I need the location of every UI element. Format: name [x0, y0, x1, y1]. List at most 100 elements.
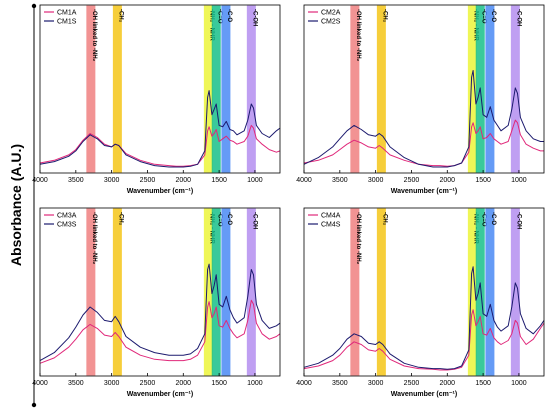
band-label-0: -OH linked to -NH₂	[355, 9, 361, 62]
panels: -OH linked to -NH₂ -CH₂ -NH₂ - NHR -C=O -C-O…	[32, 4, 545, 398]
legend: CM3A CM3S	[44, 213, 77, 229]
band-label-0: -OH linked to -NH₂	[91, 9, 97, 62]
legend-label-CM3S: CM3S	[57, 222, 77, 229]
band-label-4: -C-O	[490, 9, 496, 22]
band-label-2: -NH₂ - NHR	[209, 9, 215, 41]
x-tick-label: 4000	[296, 177, 312, 184]
band-3	[211, 208, 221, 376]
plot-frame	[39, 207, 281, 377]
x-tick-label: 2000	[175, 177, 191, 184]
x-tick-label: 1000	[247, 177, 263, 184]
series-line-CM1S	[39, 90, 281, 168]
x-tick-label: 1500	[211, 380, 227, 387]
x-tick-label: 2000	[439, 177, 455, 184]
x-tick-label: 2500	[404, 177, 420, 184]
band-label-2: -NH₂ - NHR	[209, 212, 215, 244]
band-0	[86, 208, 96, 376]
x-tick-label: 4000	[32, 177, 48, 184]
x-tick-label: 4000	[32, 380, 48, 387]
band-label-1: -CH₂	[118, 212, 124, 226]
band-4	[221, 5, 231, 173]
panel-top-left: -OH linked to -NH₂ -CH₂ -NH₂ - NHR -C=O -C-O…	[32, 4, 281, 195]
band-1	[376, 5, 386, 173]
band-0	[350, 5, 360, 173]
band-label-5: -C-OH	[516, 9, 522, 26]
band-label-1: -CH₂	[118, 9, 124, 23]
legend: CM1A CM1S	[44, 10, 77, 26]
panel-bottom-left: -OH linked to -NH₂ -CH₂ -NH₂ - NHR -C=O -C-O…	[32, 207, 281, 398]
band-label-5: -C-OH	[252, 212, 258, 229]
band-3	[475, 208, 485, 376]
x-tick-label: 1000	[511, 177, 527, 184]
x-tick-label: 2500	[140, 380, 156, 387]
x-tick-label: 2500	[140, 177, 156, 184]
x-tick-label: 3000	[368, 380, 384, 387]
x-tick-label: 3500	[68, 177, 84, 184]
plot-frame	[303, 207, 545, 377]
legend-label-CM4S: CM4S	[321, 222, 341, 229]
x-axis-label: Wavenumber (cm⁻¹)	[391, 188, 457, 195]
band-label-5: -C-OH	[252, 9, 258, 26]
series-line-CM4S	[303, 266, 545, 370]
band-5	[246, 208, 256, 376]
band-label-1: -CH₂	[382, 212, 388, 226]
series-line-CM3A	[39, 299, 281, 364]
band-0	[350, 208, 360, 376]
x-tick-label: 1500	[475, 177, 491, 184]
band-4	[485, 5, 495, 173]
series-line-CM4A	[303, 309, 545, 371]
series-line-CM1A	[39, 124, 281, 167]
legend-label-CM1A: CM1A	[57, 10, 77, 17]
series-line-CM3S	[39, 263, 281, 362]
x-tick-label: 3000	[368, 177, 384, 184]
x-tick-label: 3500	[332, 177, 348, 184]
band-1	[112, 5, 122, 173]
band-0	[86, 5, 96, 173]
series-line-CM2A	[303, 119, 544, 167]
series-line-CM2S	[303, 70, 544, 168]
legend: CM4A CM4S	[308, 213, 341, 229]
x-axis-label: Wavenumber (cm⁻¹)	[127, 188, 193, 195]
x-axis-label: Wavenumber (cm⁻¹)	[391, 391, 457, 398]
panel-bottom-right: -OH linked to -NH₂ -CH₂ -NH₂ - NHR -C=O -C-O…	[296, 207, 545, 398]
band-5	[246, 5, 256, 173]
band-label-2: -NH₂ - NHR	[473, 9, 479, 41]
band-label-3: -C=O	[216, 212, 222, 227]
band-label-3: -C=O	[480, 212, 486, 227]
legend-label-CM1S: CM1S	[57, 19, 77, 26]
band-label-4: -C-O	[490, 212, 496, 225]
band-1	[112, 208, 122, 376]
x-tick-label: 2500	[404, 380, 420, 387]
band-2	[203, 5, 213, 173]
x-tick-label: 3000	[104, 380, 120, 387]
x-axis-label: Wavenumber (cm⁻¹)	[127, 391, 193, 398]
panel-top-right: -OH linked to -NH₂ -CH₂ -NH₂ - NHR -C=O -C-O…	[296, 4, 545, 195]
band-5	[510, 208, 520, 376]
band-2	[467, 5, 477, 173]
legend-label-CM3A: CM3A	[57, 213, 77, 220]
band-label-5: -C-OH	[516, 212, 522, 229]
x-tick-label: 3500	[68, 380, 84, 387]
legend-label-CM2S: CM2S	[321, 19, 341, 26]
x-tick-label: 2000	[439, 380, 455, 387]
band-label-0: -OH linked to -NH₂	[91, 212, 97, 265]
x-tick-label: 2000	[175, 380, 191, 387]
band-label-4: -C-O	[226, 212, 232, 225]
x-tick-label: 1500	[211, 177, 227, 184]
band-2	[467, 208, 477, 376]
x-tick-label: 3000	[104, 177, 120, 184]
band-1	[376, 208, 386, 376]
legend: CM2A CM2S	[308, 10, 341, 26]
x-tick-label: 3500	[332, 380, 348, 387]
global-y-axis-end-top	[31, 3, 37, 9]
x-tick-label: 1000	[247, 380, 263, 387]
band-label-1: -CH₂	[382, 9, 388, 23]
x-tick-label: 4000	[296, 380, 312, 387]
band-2	[203, 208, 213, 376]
band-4	[221, 208, 231, 376]
band-4	[485, 208, 495, 376]
band-label-3: -C=O	[480, 9, 486, 24]
global-y-axis-end-bottom	[31, 402, 37, 408]
band-3	[211, 5, 221, 173]
